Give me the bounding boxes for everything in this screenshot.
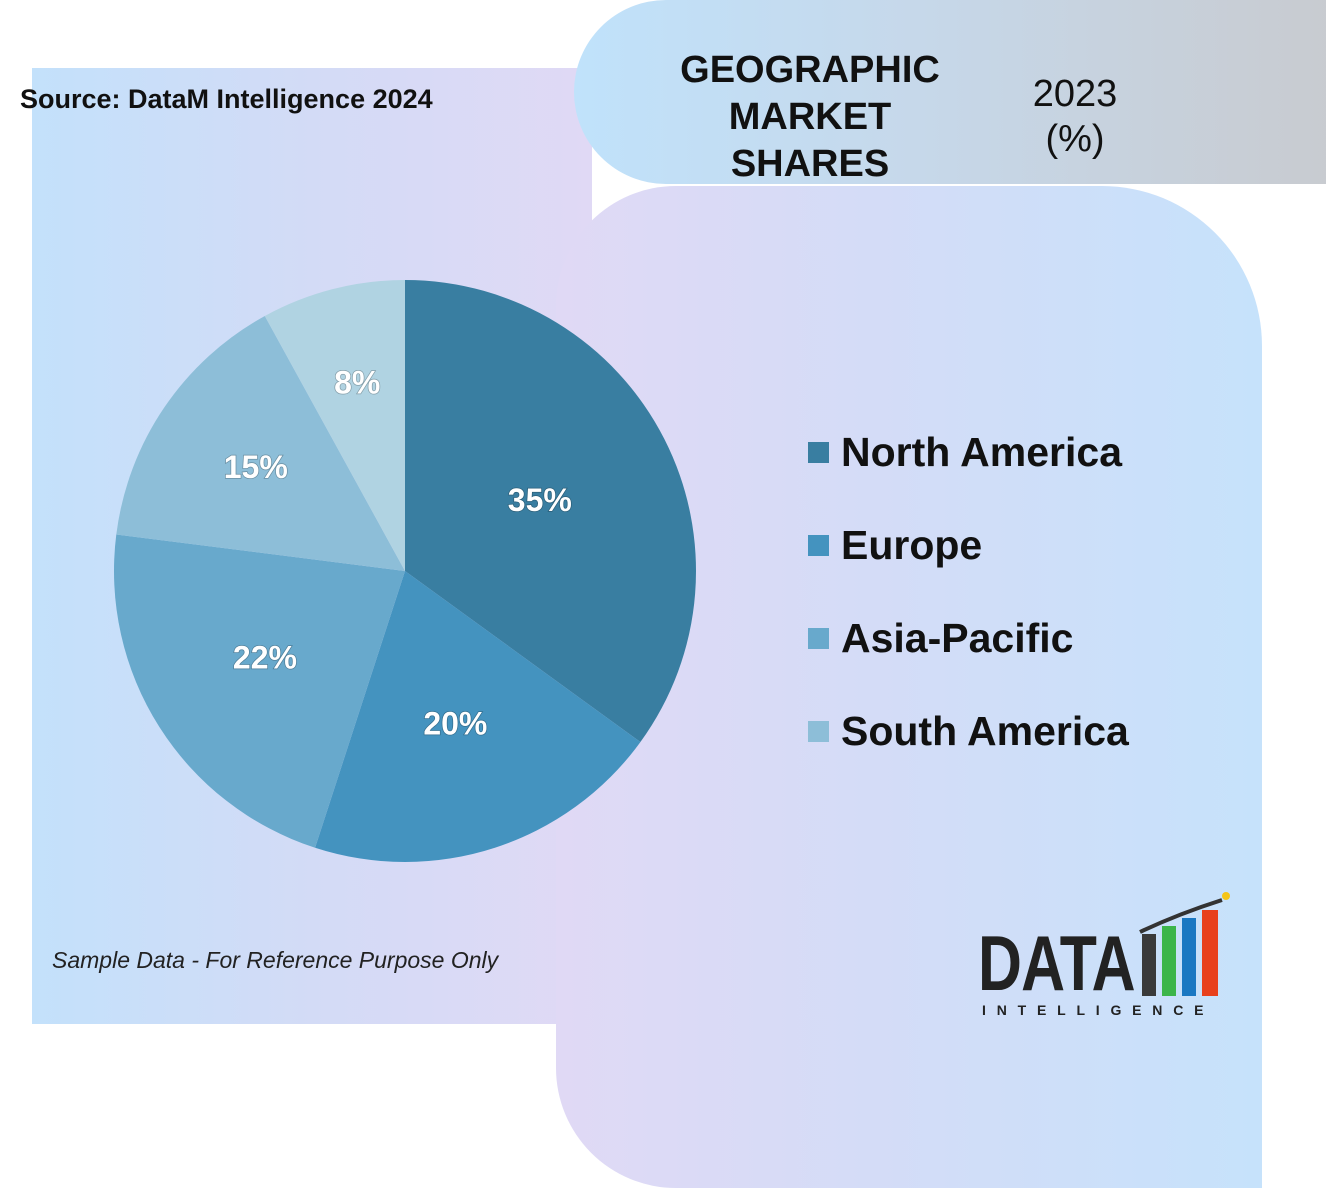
logo-bars-icon [1139, 892, 1230, 996]
legend-label: North America [841, 429, 1122, 475]
pie-slice-asia-pacific [114, 534, 406, 848]
legend-label: Europe [841, 522, 983, 568]
logo-word: DATA [978, 919, 1136, 1007]
slice-value-label: 20% [423, 705, 487, 741]
pie-slice-other [264, 280, 405, 571]
chart-subtitle: 2023 (%) [1032, 73, 1118, 160]
pie-slice-europe [315, 571, 641, 862]
slice-value-label: 35% [508, 482, 572, 518]
slice-value-label: 22% [233, 639, 297, 675]
chart-title: GEOGRAPHIC MARKET SHARES [680, 49, 940, 185]
legend-swatch [808, 442, 829, 463]
right-background-panel [556, 186, 1262, 1188]
source-note: Source: DataM Intelligence 2024 [20, 84, 433, 114]
datam-logo: DATA INTELLIGENCE [978, 888, 1234, 1022]
logo-subtext: INTELLIGENCE [982, 1002, 1215, 1018]
legend-label: South America [841, 708, 1129, 754]
sample-data-note: Sample Data - For Reference Purpose Only [52, 947, 499, 973]
legend-swatch [808, 628, 829, 649]
header-banner [574, 0, 1326, 184]
pie-slice-north-america [405, 280, 696, 743]
pie-slice-south-america [116, 315, 406, 571]
legend-swatch [808, 721, 829, 742]
slice-value-label: 8% [334, 364, 380, 400]
slice-value-label: 15% [224, 449, 288, 485]
legend-label: Asia-Pacific [841, 615, 1074, 661]
legend-swatch [808, 535, 829, 556]
